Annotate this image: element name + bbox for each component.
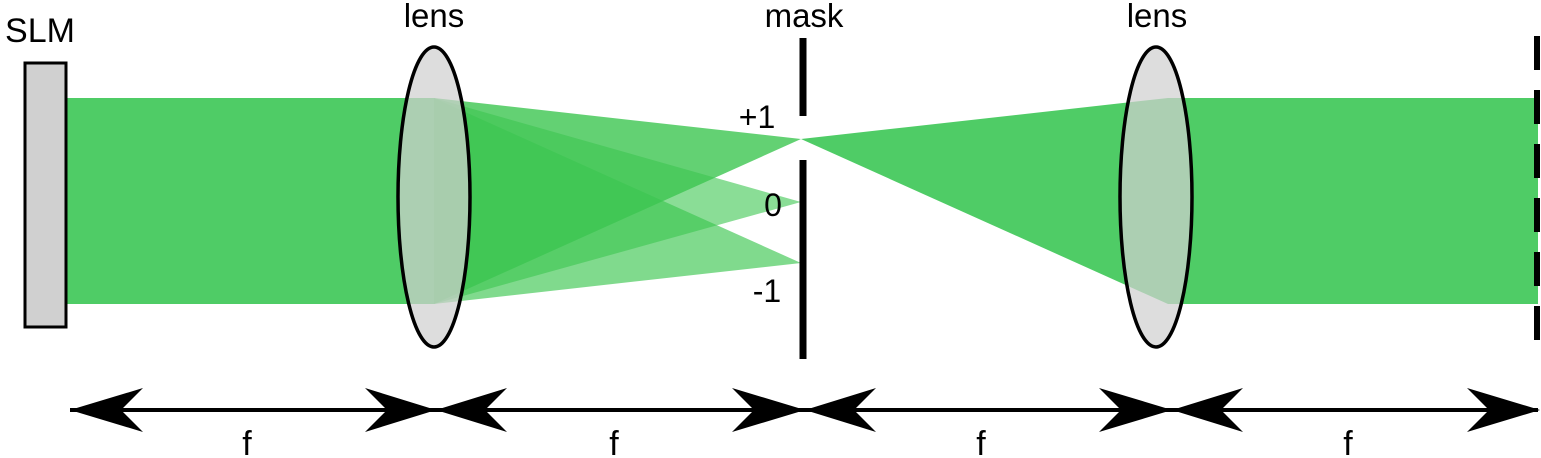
lens-2 [1118, 45, 1194, 349]
order-plus1-label: +1 [739, 99, 775, 135]
mask-label: mask [765, 0, 844, 34]
order-minus1-label: -1 [753, 273, 781, 309]
arrowhead [70, 388, 143, 432]
slm [23, 61, 68, 329]
focal-length-label: f [242, 425, 252, 458]
arrowhead [732, 388, 805, 432]
arrowhead [365, 388, 436, 432]
output-beam [1168, 98, 1538, 304]
lens-1-label: lens [404, 0, 465, 34]
lens-1 [396, 45, 472, 349]
slm-label: SLM [5, 12, 75, 50]
lens-2-label: lens [1127, 0, 1188, 34]
focal-length-arrows [70, 388, 1540, 432]
order-plus1-beam [434, 98, 801, 304]
arrowhead [1172, 388, 1243, 432]
arrowhead [1467, 388, 1540, 432]
input-beam [66, 98, 434, 304]
focal-length-label: f [609, 425, 619, 458]
focal-length-label: f [1343, 425, 1353, 458]
arrowhead [1099, 388, 1172, 432]
order-0-label: 0 [764, 187, 782, 223]
focal-length-label: f [976, 425, 986, 458]
transmitted-beam [801, 98, 1168, 304]
arrowhead [436, 388, 507, 432]
arrowhead [805, 388, 876, 432]
